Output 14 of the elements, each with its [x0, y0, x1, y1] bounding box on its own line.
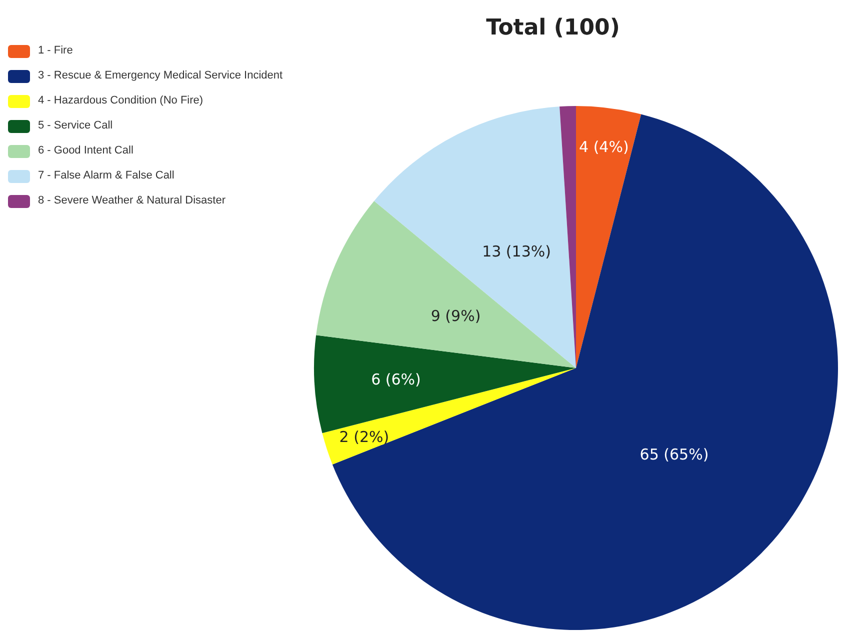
- legend-label: 3 - Rescue & Emergency Medical Service Incident: [38, 70, 283, 82]
- legend-label: 8 - Severe Weather & Natural Disaster: [38, 194, 226, 206]
- data-label: 65 (65%): [640, 446, 709, 464]
- data-label: 13 (13%): [482, 242, 551, 260]
- legend-label: 4 - Hazardous Condition (No Fire): [38, 94, 204, 106]
- data-label: 9 (9%): [430, 306, 481, 325]
- chart-title: Total (100): [486, 16, 620, 40]
- legend-label: 6 - Good Intent Call: [38, 144, 134, 156]
- legend-label: 7 - False Alarm & False Call: [38, 170, 174, 182]
- legend-label: 5 - Service Call: [38, 120, 113, 132]
- data-label: 4 (4%): [579, 138, 629, 156]
- data-label: 6 (6%): [371, 370, 421, 388]
- data-label: 2 (2%): [339, 428, 390, 446]
- legend-label: 1 - Fire: [38, 44, 73, 56]
